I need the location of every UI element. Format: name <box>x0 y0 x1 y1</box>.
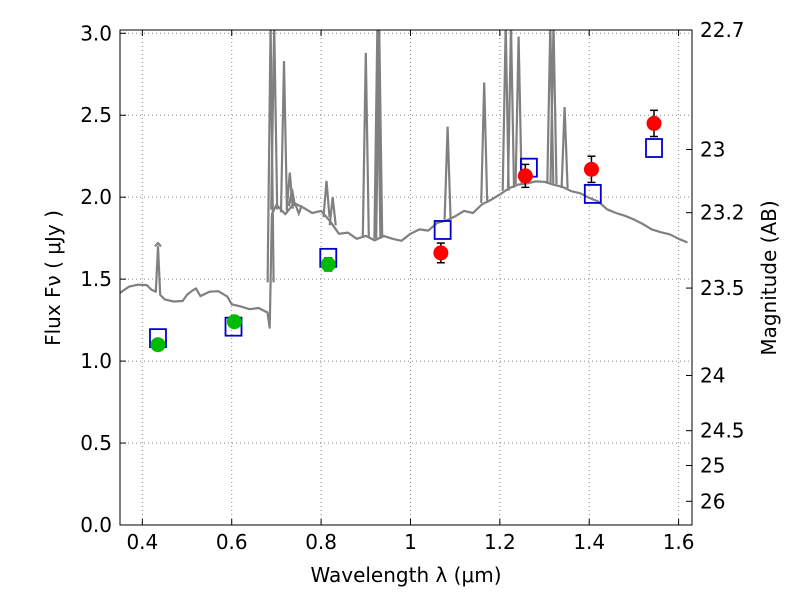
x-tick-label: 1.2 <box>484 530 516 554</box>
emission-line <box>154 241 162 248</box>
emission-line <box>375 30 384 239</box>
emission-line <box>322 180 331 218</box>
model-photometry-point <box>583 184 602 204</box>
y-tick-label: 3.0 <box>80 21 112 45</box>
x-tick-label: 1.4 <box>573 530 605 554</box>
emission-line <box>514 36 523 185</box>
y-tick-label: 0.0 <box>80 513 112 537</box>
ticks: 0.4 0.6 0.8 1 1.2 1.4 1.6 0.0 0.5 1.0 1.5 2.0 2.5 3.0… <box>80 18 744 554</box>
right-tick-label: 26 <box>700 489 725 513</box>
marker-layer <box>149 109 663 353</box>
y-tick-label: 1.5 <box>80 267 112 291</box>
emission-line <box>287 188 297 207</box>
nir-photometry-point <box>583 161 599 177</box>
x-axis-label: Wavelength λ (μm) <box>310 563 501 587</box>
emission-line <box>266 30 275 283</box>
nir-photometry-point <box>517 168 533 184</box>
emission-line <box>270 30 279 210</box>
emission-line <box>560 106 569 189</box>
x-tick-label: 0.6 <box>216 530 248 554</box>
emission-line <box>279 61 289 213</box>
right-axis-label: Magnitude (AB) <box>757 200 781 355</box>
spectrum-line <box>120 180 688 329</box>
emission-line <box>361 52 370 237</box>
y-tick-label: 2.5 <box>80 103 112 127</box>
optical-photometry-point <box>320 256 336 272</box>
emission-line <box>480 82 489 203</box>
right-tick-label: 23.2 <box>700 201 745 225</box>
emission-line <box>328 197 337 226</box>
model-photometry-point <box>433 220 452 240</box>
x-tick-label: 1 <box>404 530 417 554</box>
x-tick-label: 1.6 <box>663 530 695 554</box>
y-tick-label: 1.0 <box>80 349 112 373</box>
model-photometry-point <box>645 138 663 158</box>
y-axis-label: Flux Fν ( μJy ) <box>41 210 65 346</box>
x-tick-label: 0.4 <box>126 530 158 554</box>
nir-photometry-point <box>646 115 662 131</box>
data-layer <box>120 30 688 329</box>
emission-line <box>506 30 516 188</box>
nir-photometry-point <box>433 245 449 261</box>
emission-line <box>501 30 510 191</box>
right-tick-label: 22.7 <box>700 18 745 42</box>
right-tick-label: 23.5 <box>700 276 745 300</box>
right-tick-label: 23 <box>700 138 725 162</box>
right-tick-label: 25 <box>700 453 725 477</box>
emission-line <box>443 126 452 220</box>
emission-line <box>285 172 294 209</box>
plot-frame <box>119 29 693 526</box>
emission-line <box>294 205 303 217</box>
optical-photometry-point <box>150 337 166 353</box>
y-tick-label: 0.5 <box>80 431 112 455</box>
emission-line <box>549 30 558 185</box>
optical-photometry-point <box>226 314 242 330</box>
plot-background <box>120 30 692 525</box>
emission-line <box>373 30 382 239</box>
x-tick-label: 0.8 <box>305 530 337 554</box>
right-tick-label: 24.5 <box>700 419 745 443</box>
right-tick-label: 24 <box>700 364 725 388</box>
y-tick-label: 2.0 <box>80 185 112 209</box>
